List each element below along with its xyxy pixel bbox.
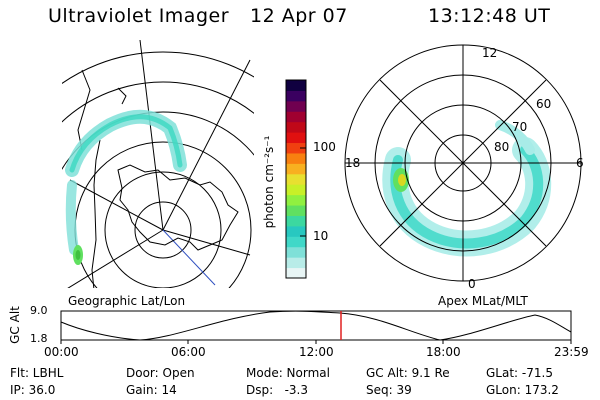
- x-tick-label: 00:00: [44, 345, 79, 359]
- status-glon: GLon: 173.2: [486, 383, 559, 397]
- colorbar-tick-label-100: 100: [313, 140, 336, 154]
- colorbar-segment: [286, 121, 306, 133]
- colorbar-tick-label-10: 10: [313, 229, 329, 243]
- status-gain: Gain: 14: [126, 383, 177, 397]
- meridian-line: [162, 229, 216, 286]
- mlat-label-70: 70: [512, 120, 528, 134]
- antarctica-coastline: [117, 164, 239, 251]
- mlt-label-bottom: 0: [468, 277, 476, 291]
- x-tick-label: 06:00: [171, 345, 206, 359]
- geographic-map: [62, 39, 254, 288]
- colorbar-segment: [286, 142, 306, 154]
- status-mode: Mode: Normal: [246, 366, 330, 380]
- right-map-caption: Apex MLat/MLT: [438, 294, 528, 308]
- x-tick-label: 23:59: [554, 345, 589, 359]
- meridian-line: [67, 229, 164, 288]
- status-glat: GLat: -71.5: [486, 366, 553, 380]
- colorbar-segment: [286, 194, 306, 206]
- colorbar-segment: [286, 80, 306, 91]
- meridian-line: [162, 59, 251, 231]
- y-tick-label: 9.0: [30, 304, 48, 317]
- colorbar-segment: [286, 173, 306, 185]
- colorbar-segment: [286, 267, 306, 279]
- lat-circle: [104, 171, 222, 288]
- colorbar-segment: [286, 111, 306, 123]
- x-tick-label: 12:00: [299, 345, 334, 359]
- coastline: [117, 87, 127, 105]
- meridian-line: [69, 179, 164, 231]
- magnetic-polar-map: [344, 44, 582, 282]
- mlt-meridian: [379, 79, 547, 247]
- altitude-plot: [60, 310, 572, 344]
- colorbar: [285, 79, 307, 279]
- colorbar-unit-text: photon cm⁻²s⁻¹: [262, 135, 276, 229]
- auroral-oval-magnetic: [382, 120, 552, 257]
- mlat-label-60: 60: [536, 97, 552, 111]
- colorbar-segment: [286, 184, 306, 196]
- left-map-caption: Geographic Lat/Lon: [68, 294, 186, 308]
- x-tick-label: 18:00: [426, 345, 461, 359]
- altitude-curve: [60, 310, 572, 341]
- colorbar-segment: [286, 152, 306, 164]
- status-door: Door: Open: [126, 366, 195, 380]
- colorbar-segment: [286, 132, 306, 144]
- status-filter: Flt: LBHL: [10, 366, 64, 380]
- date-label: 12 Apr 07: [250, 5, 348, 27]
- colorbar-segment: [286, 90, 306, 102]
- colorbar-segment: [286, 257, 306, 269]
- coastline: [77, 69, 91, 151]
- lat-circle: [62, 51, 254, 85]
- mlat-label-80: 80: [494, 140, 510, 154]
- lat-circle: [62, 81, 254, 123]
- colorbar-segment: [286, 236, 306, 248]
- auroral-oval-geographic: [65, 109, 187, 265]
- status-seq: Seq: 39: [366, 383, 412, 397]
- y-tick-label: 1.8: [30, 332, 48, 345]
- altitude-axis-label: GC Alt: [8, 306, 22, 344]
- coastline: [91, 139, 101, 288]
- status-dsp: Dsp: -3.3: [246, 383, 309, 397]
- mlt-label-left: 18: [345, 156, 361, 170]
- mlt-label-right: 6: [576, 156, 584, 170]
- colorbar-segment: [286, 205, 306, 216]
- colorbar-unit-label: photon cm⁻²s⁻¹: [262, 89, 276, 229]
- instrument-title: Ultraviolet Imager: [48, 5, 230, 27]
- colorbar-segment: [286, 225, 306, 237]
- mlt-label-top: 12: [482, 46, 498, 60]
- colorbar-segment: [286, 215, 306, 227]
- colorbar-segment: [286, 100, 306, 112]
- colorbar-segment: [286, 246, 306, 258]
- meridian-line: [162, 229, 251, 256]
- lat-circle: [62, 111, 254, 171]
- meridian-line: [139, 39, 164, 231]
- colorbar-segment: [286, 163, 306, 175]
- status-gc-alt: GC Alt: 9.1 Re: [366, 366, 450, 380]
- time-label: 13:12:48 UT: [428, 5, 551, 27]
- lat-circle: [134, 201, 192, 259]
- status-ip: IP: 36.0: [10, 383, 56, 397]
